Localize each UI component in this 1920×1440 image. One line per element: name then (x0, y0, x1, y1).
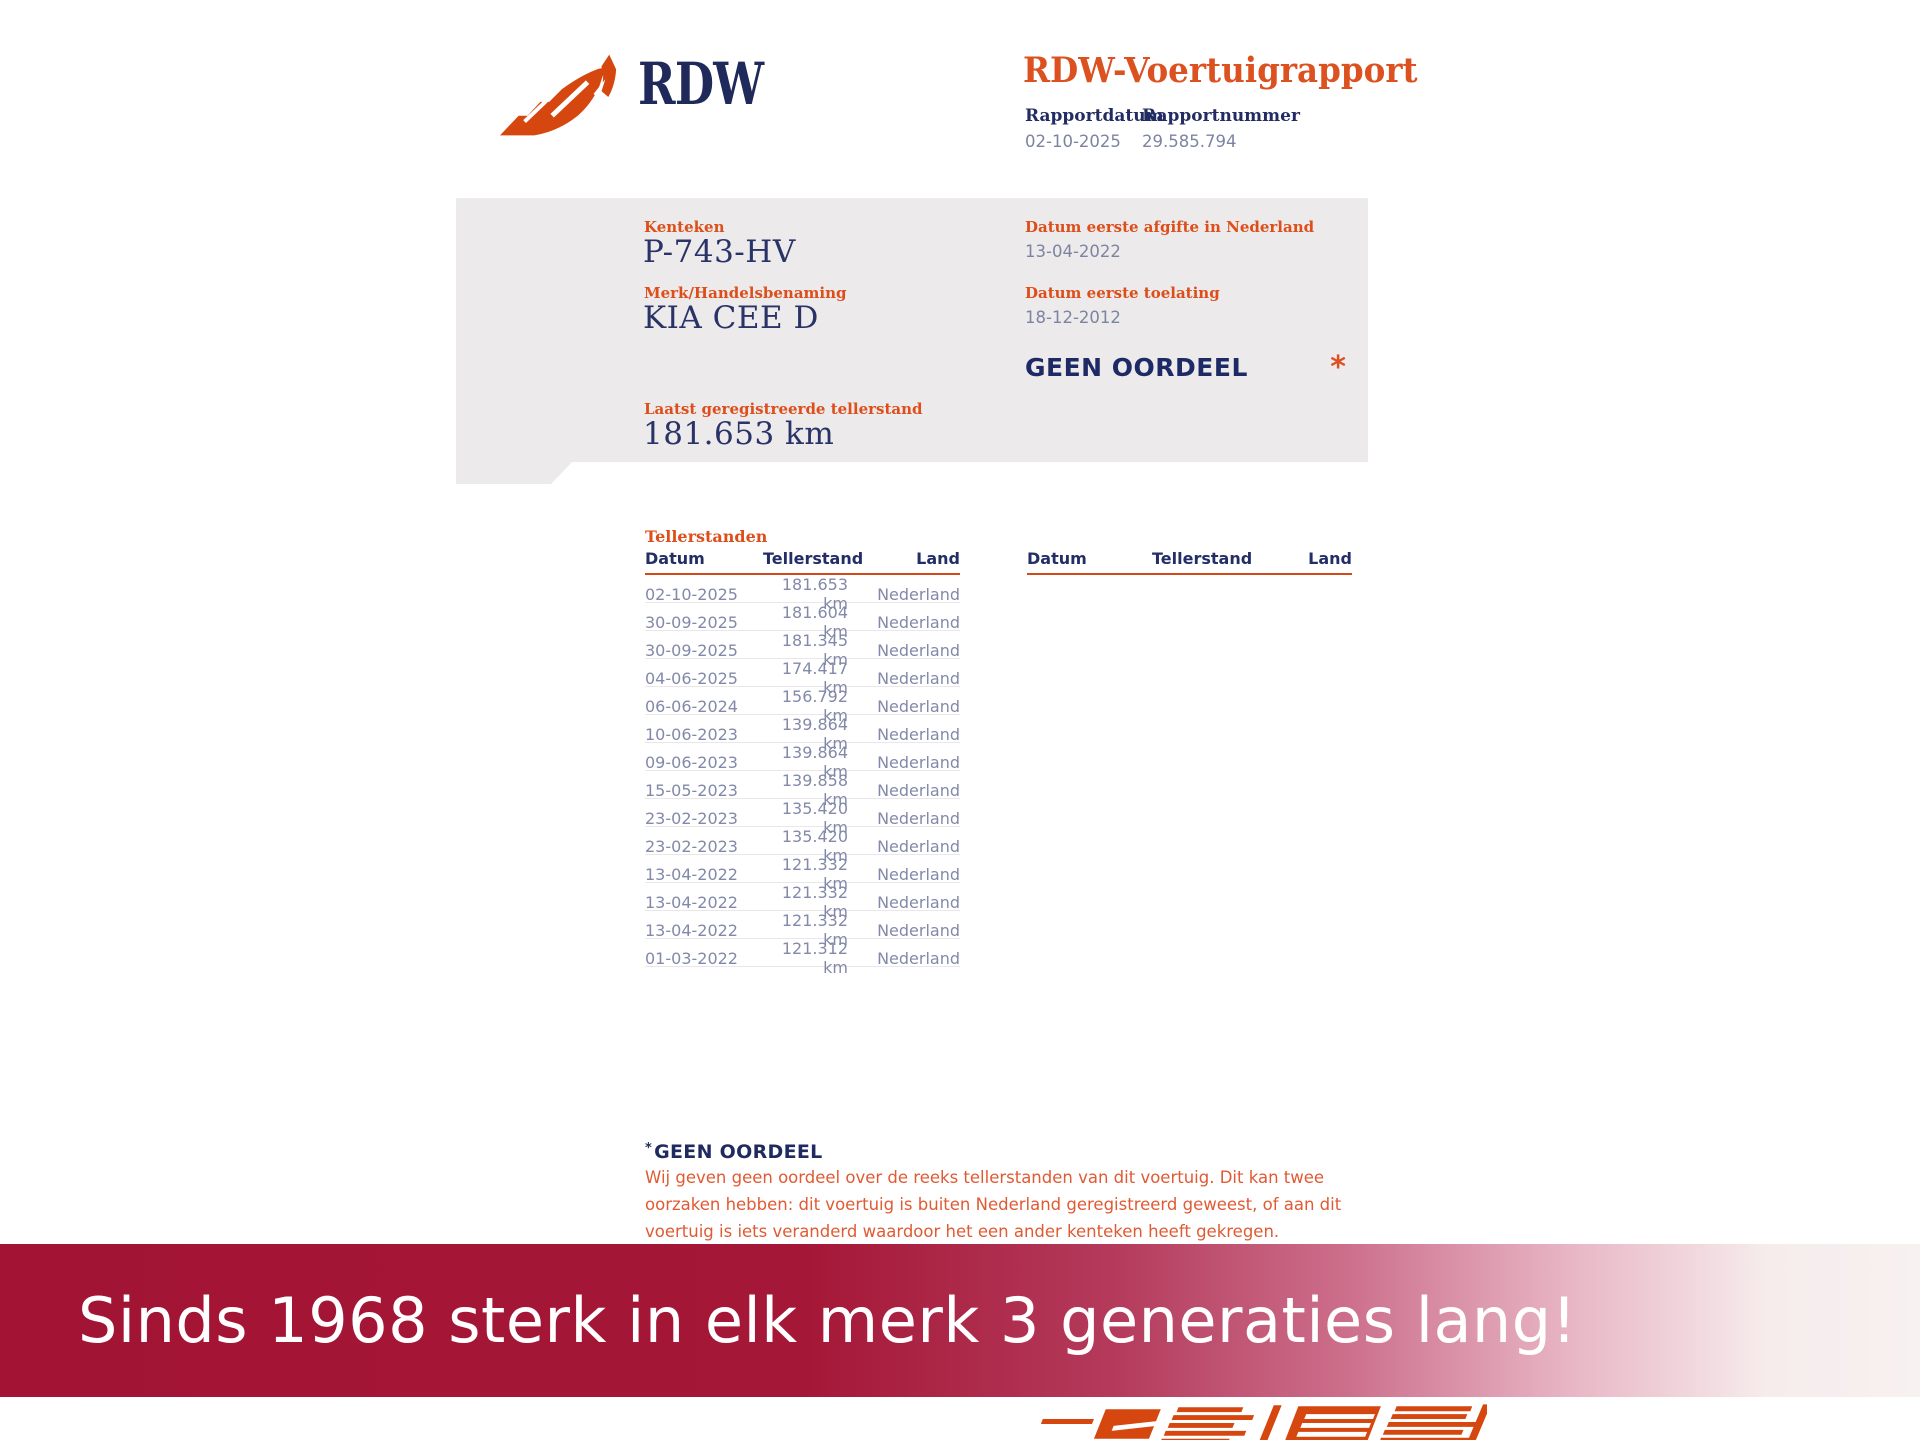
promo-banner: Sinds 1968 sterk in elk merk 3 generatie… (0, 1244, 1920, 1397)
row-country: Nederland (877, 836, 960, 856)
make-label: Merk/Handelsbenaming (644, 284, 847, 302)
odometer-table-header: Datum Tellerstand Land (645, 549, 960, 575)
odometer-table-row: 01-03-2022 121.312 km Nederland (645, 939, 960, 977)
row-date: 23-02-2023 (645, 836, 738, 856)
odometer-table2-header: Datum Tellerstand Land (1027, 549, 1352, 575)
row-country: Nederland (877, 696, 960, 716)
row-country: Nederland (877, 668, 960, 688)
row-odometer: 135.420 km (781, 799, 848, 837)
row-country: Nederland (877, 920, 960, 940)
row-date: 09-06-2023 (645, 752, 738, 772)
odometer-table-row: 15-05-2023 139.858 km Nederland (645, 771, 960, 809)
odometer-table-secondary: Datum Tellerstand Land (1027, 549, 1352, 575)
odometer-table-row: 06-06-2024 156.792 km Nederland (645, 687, 960, 725)
odometer-table-row: 30-09-2025 181.345 km Nederland (645, 631, 960, 669)
report-date-value: 02-10-2025 (1025, 132, 1121, 151)
col-datum: Datum (645, 549, 705, 568)
row-odometer: 181.653 km (781, 575, 848, 613)
odometer-table-row: 13-04-2022 121.332 km Nederland (645, 855, 960, 893)
row-date: 01-03-2022 (645, 948, 738, 968)
row-date: 02-10-2025 (645, 584, 738, 604)
first-admission-label: Datum eerste toelating (1025, 284, 1220, 302)
row-date: 30-09-2025 (645, 612, 738, 632)
promo-banner-text: Sinds 1968 sterk in elk merk 3 generatie… (78, 1284, 1577, 1357)
row-country: Nederland (877, 752, 960, 772)
row-odometer: 156.792 km (781, 687, 848, 725)
row-date: 13-04-2022 (645, 892, 738, 912)
row-country: Nederland (877, 640, 960, 660)
footnote-body: Wij geven geen oordeel over de reeks tel… (645, 1168, 1342, 1241)
first-admission-value: 18-12-2012 (1025, 308, 1121, 327)
row-country: Nederland (877, 948, 960, 968)
page-title: RDW-Voertuigrapport (1023, 50, 1418, 91)
odometer-table-row: 13-04-2022 121.332 km Nederland (645, 883, 960, 921)
rdw-wing-logo-icon (499, 54, 617, 136)
row-date: 13-04-2022 (645, 920, 738, 940)
odometer-table-row: 04-06-2025 174.417 km Nederland (645, 659, 960, 697)
odometer-table-row: 09-06-2023 139.864 km Nederland (645, 743, 960, 781)
col-land-2: Land (1308, 549, 1352, 568)
rdw-wordmark: RDW (638, 50, 764, 118)
odometer-table-row: 10-06-2023 139.864 km Nederland (645, 715, 960, 753)
odometer-table-row: 23-02-2023 135.420 km Nederland (645, 799, 960, 837)
row-country: Nederland (877, 892, 960, 912)
verdict-asterisk: * (1330, 350, 1346, 385)
odometer-table-row: 02-10-2025 181.653 km Nederland (645, 575, 960, 613)
col-datum-2: Datum (1027, 549, 1087, 568)
plate-label: Kenteken (644, 218, 725, 236)
dealer-logo-icon (1040, 1404, 1487, 1440)
row-date: 04-06-2025 (645, 668, 738, 688)
vehicle-summary-card: Kenteken P-743-HV Merk/Handelsbenaming K… (456, 198, 1368, 462)
row-odometer: 174.417 km (781, 659, 848, 697)
make-value: KIA CEE D (643, 300, 819, 336)
row-date: 30-09-2025 (645, 640, 738, 660)
report-number-label: Rapportnummer (1142, 106, 1300, 126)
report-date-label: Rapportdatum (1025, 106, 1164, 126)
row-country: Nederland (877, 864, 960, 884)
row-odometer: 181.604 km (781, 603, 848, 641)
odometer-table-row: 23-02-2023 135.420 km Nederland (645, 827, 960, 865)
row-odometer: 139.858 km (781, 771, 848, 809)
footnote-heading: * GEEN OORDEEL (645, 1141, 823, 1163)
row-date: 06-06-2024 (645, 696, 738, 716)
last-odometer-value: 181.653 km (643, 416, 835, 452)
plate-value: P-743-HV (643, 234, 796, 270)
col-land: Land (916, 549, 960, 568)
row-odometer: 181.345 km (781, 631, 848, 669)
verdict-text: GEEN OORDEEL (1025, 353, 1248, 382)
first-issue-label: Datum eerste afgifte in Nederland (1025, 218, 1315, 236)
odometer-section-heading: Tellerstanden (645, 527, 768, 546)
card-tail-shape (456, 462, 572, 484)
odometer-table: Datum Tellerstand Land 02-10-2025 181.65… (645, 549, 960, 977)
col-tellerstand-2: Tellerstand (1152, 549, 1253, 568)
row-odometer: 121.332 km (781, 883, 848, 921)
footnote-heading-text: GEEN OORDEEL (654, 1141, 823, 1163)
row-odometer: 135.420 km (781, 827, 848, 865)
odometer-table-row: 13-04-2022 121.332 km Nederland (645, 911, 960, 949)
row-odometer: 139.864 km (781, 743, 848, 781)
row-country: Nederland (877, 584, 960, 604)
footnote-asterisk: * (645, 1141, 653, 1156)
first-issue-value: 13-04-2022 (1025, 242, 1121, 261)
odometer-table-row: 30-09-2025 181.604 km Nederland (645, 603, 960, 641)
row-date: 10-06-2023 (645, 724, 738, 744)
col-tellerstand: Tellerstand (763, 549, 864, 568)
row-country: Nederland (877, 780, 960, 800)
row-date: 23-02-2023 (645, 808, 738, 828)
row-odometer: 121.332 km (781, 911, 848, 949)
row-date: 13-04-2022 (645, 864, 738, 884)
last-odometer-label: Laatst geregistreerde tellerstand (644, 400, 923, 418)
row-country: Nederland (877, 612, 960, 632)
row-odometer: 121.312 km (781, 939, 848, 977)
row-odometer: 121.332 km (781, 855, 848, 893)
row-country: Nederland (877, 724, 960, 744)
row-country: Nederland (877, 808, 960, 828)
row-odometer: 139.864 km (781, 715, 848, 753)
odometer-table-body: 02-10-2025 181.653 km Nederland 30-09-20… (645, 575, 960, 977)
report-number-value: 29.585.794 (1142, 132, 1237, 151)
row-date: 15-05-2023 (645, 780, 738, 800)
